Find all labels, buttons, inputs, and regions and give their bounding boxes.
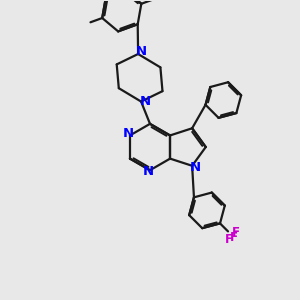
Text: N: N (140, 95, 151, 108)
Text: N: N (142, 165, 154, 178)
Text: N: N (136, 44, 147, 58)
Text: F: F (232, 226, 240, 238)
Text: F: F (230, 231, 238, 244)
Text: N: N (190, 161, 201, 174)
Text: F: F (225, 233, 233, 246)
Text: N: N (122, 128, 134, 140)
